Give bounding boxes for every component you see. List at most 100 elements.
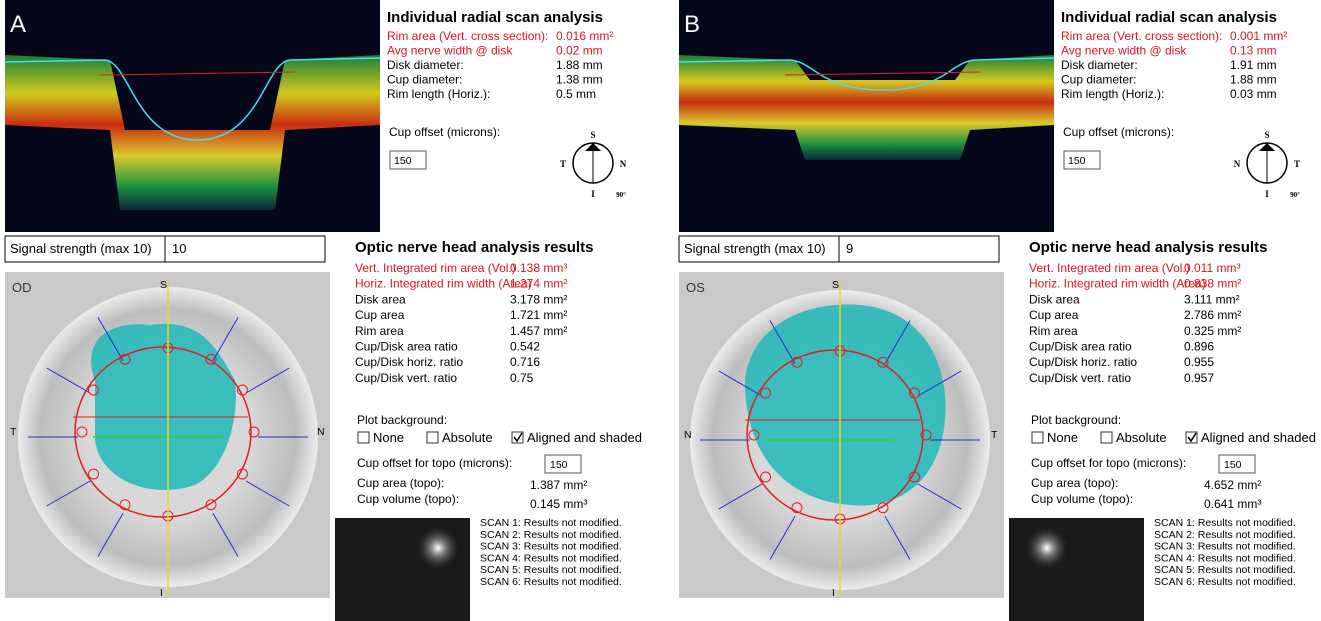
radial-title: Individual radial scan analysis [1061, 9, 1277, 26]
plot-background-label: Plot background: [1031, 413, 1121, 427]
cup-offset-label: Cup offset (microns): [1063, 125, 1174, 139]
cup-offset-value: 150 [394, 155, 412, 167]
onh-label: Cup/Disk horiz. ratio [1029, 355, 1137, 369]
cup-area-label: Cup area (topo): [1031, 476, 1118, 490]
scan-status: SCAN 6: Results not modified. [480, 576, 622, 588]
eye-label: OS [686, 280, 705, 295]
onh-label: Cup/Disk vert. ratio [1029, 371, 1131, 385]
compass-right: N [620, 159, 627, 169]
checkbox[interactable] [1101, 432, 1112, 443]
cup-area-value: 4.652 mm² [1204, 478, 1261, 492]
cup-volume-label: Cup volume (topo): [357, 492, 459, 506]
compass-left: N [1234, 159, 1241, 169]
scan-status: SCAN 4: Results not modified. [480, 552, 622, 564]
scan-status: SCAN 3: Results not modified. [480, 541, 622, 553]
panel-label: A [10, 11, 26, 38]
signal-value: 10 [172, 241, 186, 256]
fundus-right: T [991, 429, 998, 441]
radial-label: Avg nerve width @ disk [387, 44, 513, 58]
radial-label: Cup diameter: [387, 73, 462, 87]
screen: A Individual radial scan analysis Rim area… [0, 0, 1321, 621]
radial-title: Individual radial scan analysis [387, 9, 603, 26]
onh-label: Disk area [355, 292, 406, 306]
scan-status: SCAN 1: Results not modified. [1154, 517, 1296, 529]
radial-label: Disk diameter: [387, 58, 464, 72]
compass-angle: 90° [616, 191, 626, 199]
scan-status: SCAN 3: Results not modified. [1154, 541, 1296, 553]
onh-value: 0.716 [510, 355, 540, 369]
checkbox[interactable] [1032, 432, 1043, 443]
option-label: Absolute [442, 430, 493, 445]
checkbox[interactable] [427, 432, 438, 443]
radial-value: 0.016 mm² [556, 29, 613, 43]
checkbox[interactable] [358, 432, 369, 443]
option-label: None [1047, 430, 1078, 445]
onh-label: Cup/Disk horiz. ratio [355, 355, 463, 369]
fundus-top: S [832, 279, 839, 291]
option-label: Aligned and shaded [527, 430, 642, 445]
option-label: None [373, 430, 404, 445]
panel-label: B [684, 11, 700, 38]
thumbnail-disc [1025, 526, 1069, 570]
onh-value: 0.325 mm² [1184, 324, 1241, 338]
radial-value: 1.91 mm [1230, 58, 1277, 72]
compass-bottom: I [1265, 189, 1269, 199]
onh-value: 0.896 [1184, 340, 1214, 354]
fundus-left: T [10, 426, 17, 438]
radial-label: Rim area (Vert. cross section): [1061, 29, 1222, 43]
cup-volume-label: Cup volume (topo): [1031, 492, 1133, 506]
onh-label: Vert. Integrated rim area (Vol.) [1029, 261, 1190, 275]
onh-value: 0.138 mm³ [510, 261, 567, 275]
cup-area-value: 1.387 mm² [530, 478, 587, 492]
compass-right: T [1294, 159, 1300, 169]
onh-value: 0.955 [1184, 355, 1214, 369]
cup-volume-value: 0.641 mm³ [1204, 497, 1261, 511]
onh-value: 2.786 mm² [1184, 308, 1241, 322]
radial-label: Rim area (Vert. cross section): [387, 29, 548, 43]
scan-status: SCAN 5: Results not modified. [1154, 564, 1296, 576]
compass-bottom: I [591, 189, 595, 199]
radial-value: 1.38 mm [556, 73, 603, 87]
onh-label: Cup/Disk area ratio [1029, 340, 1132, 354]
radial-label: Rim length (Horiz.): [1061, 87, 1164, 101]
onh-title: Optic nerve head analysis results [355, 239, 593, 256]
radial-label: Rim length (Horiz.): [387, 87, 490, 101]
compass-angle: 90° [1290, 191, 1300, 199]
onh-label: Horiz. Integrated rim width (Area) [1029, 277, 1206, 291]
scan-status: SCAN 2: Results not modified. [480, 529, 622, 541]
fundus-left: N [684, 429, 692, 441]
scan-status: SCAN 5: Results not modified. [480, 564, 622, 576]
radial-label: Disk diameter: [1061, 58, 1138, 72]
radial-label: Avg nerve width @ disk [1061, 44, 1187, 58]
onh-label: Cup/Disk vert. ratio [355, 371, 457, 385]
signal-label: Signal strength (max 10) [684, 241, 826, 256]
scan-status: SCAN 1: Results not modified. [480, 517, 622, 529]
radial-value: 0.13 mm [1230, 44, 1277, 58]
cup-area-label: Cup area (topo): [357, 476, 444, 490]
scan-status: SCAN 4: Results not modified. [1154, 552, 1296, 564]
signal-value: 9 [846, 241, 853, 256]
radial-value: 0.02 mm [556, 44, 603, 58]
onh-title: Optic nerve head analysis results [1029, 239, 1267, 256]
onh-label: Rim area [355, 324, 404, 338]
fundus-thumbnail [1009, 518, 1144, 621]
cup-offset-topo-label: Cup offset for topo (microns): [1031, 456, 1186, 470]
scan-status: SCAN 2: Results not modified. [1154, 529, 1296, 541]
option-label: Absolute [1116, 430, 1167, 445]
onh-value: 3.178 mm² [510, 292, 567, 306]
radial-value: 0.001 mm² [1230, 29, 1287, 43]
onh-value: 3.111 mm² [1184, 292, 1240, 306]
compass-left: T [560, 159, 566, 169]
radial-value: 1.88 mm [556, 58, 603, 72]
plot-background-label: Plot background: [357, 413, 447, 427]
onh-label: Rim area [1029, 324, 1078, 338]
fundus-top: S [160, 279, 167, 291]
onh-value: 0.75 [510, 371, 534, 385]
thumbnail-disc [416, 526, 460, 570]
radial-value: 1.88 mm [1230, 73, 1277, 87]
cup-offset-label: Cup offset (microns): [389, 125, 500, 139]
radial-value: 0.03 mm [1230, 87, 1277, 101]
onh-value: 0.011 mm³ [1184, 261, 1240, 275]
onh-value: 0.542 [510, 340, 540, 354]
onh-label: Cup/Disk area ratio [355, 340, 458, 354]
